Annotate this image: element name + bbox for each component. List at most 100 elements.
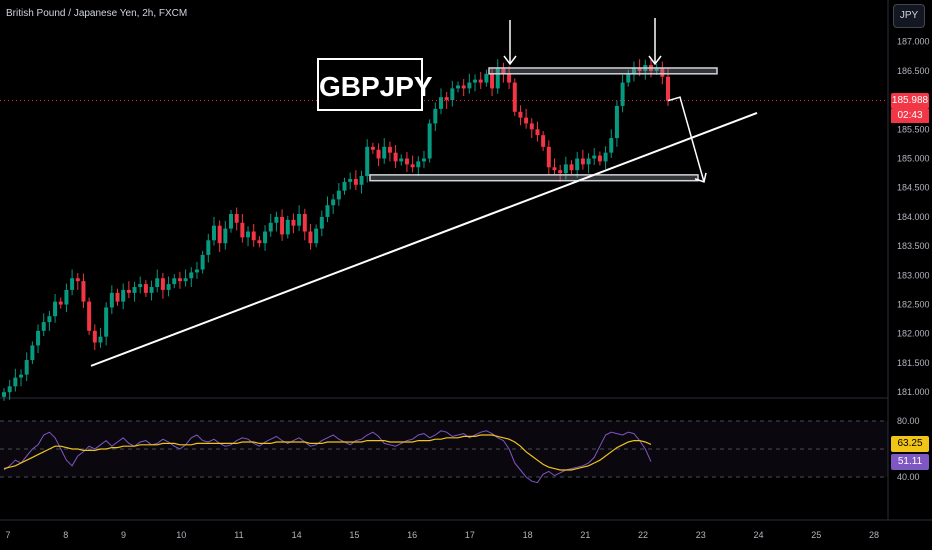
symbol-label-box: GBPJPY	[317, 58, 433, 111]
candle-body	[7, 386, 12, 393]
candle-body	[331, 199, 336, 206]
candle-body	[41, 322, 46, 331]
candle-body	[359, 176, 364, 185]
down-arrow-head	[503, 55, 517, 66]
candle-body	[416, 161, 421, 168]
current-price-tag: 185.988	[891, 92, 929, 109]
candlestick-series	[2, 57, 670, 401]
candle-body	[365, 146, 370, 177]
candle-body	[382, 146, 387, 159]
candle-body	[666, 76, 670, 101]
rsi-ma-line	[3, 434, 652, 471]
currency-button[interactable]: JPY	[893, 4, 925, 28]
candle-body	[211, 225, 216, 241]
candle-body	[246, 231, 251, 238]
candle-body	[263, 231, 268, 244]
candle-body	[143, 284, 148, 293]
candle-body	[251, 231, 256, 241]
candle-body	[217, 225, 222, 244]
candle-body	[518, 111, 523, 118]
candle-body	[53, 301, 58, 317]
candle-body	[433, 108, 438, 124]
time-tick-label: 10	[176, 530, 186, 540]
candle-body	[166, 284, 171, 290]
price-tick-label: 184.000	[897, 212, 930, 222]
candle-body	[155, 278, 160, 288]
candle-body	[614, 105, 619, 139]
candle-body	[92, 330, 97, 343]
rsi-tick-label: 40.00	[897, 472, 920, 482]
candle-body	[387, 146, 392, 153]
chart-title: British Pound / Japanese Yen, 2h, FXCM	[6, 8, 188, 19]
candle-body	[620, 82, 625, 106]
price-tick-label: 182.500	[897, 300, 930, 310]
candle-body	[274, 216, 279, 223]
time-tick-label: 17	[465, 530, 475, 540]
candle-body	[19, 374, 24, 378]
candle-body	[597, 155, 602, 162]
candle-body	[132, 287, 137, 293]
candle-body	[603, 152, 608, 162]
candle-body	[75, 278, 80, 282]
candle-body	[121, 289, 126, 302]
candle-body	[438, 97, 443, 109]
candle-body	[552, 167, 557, 171]
price-tick-label: 185.000	[897, 154, 930, 164]
candle-body	[234, 214, 239, 223]
candle-body	[353, 178, 358, 185]
candle-body	[115, 292, 120, 302]
candle-body	[2, 392, 6, 397]
candle-body	[291, 219, 296, 226]
candle-body	[138, 284, 143, 288]
candle-body	[183, 278, 188, 282]
candle-body	[393, 152, 398, 162]
candle-body	[104, 307, 109, 337]
candle-body	[308, 231, 313, 244]
chart-annotations	[0, 18, 888, 367]
candle-body	[631, 67, 636, 74]
candle-body	[609, 138, 614, 153]
candle-body	[524, 117, 529, 124]
resistance-zone	[488, 67, 718, 75]
candle-body	[24, 360, 29, 375]
candle-body	[200, 254, 205, 270]
trendline	[90, 112, 758, 367]
candle-body	[558, 170, 563, 174]
candle-body	[637, 67, 642, 71]
time-tick-label: 18	[523, 530, 533, 540]
time-tick-label: 16	[407, 530, 417, 540]
rsi-value-tag: 51.11	[891, 453, 929, 470]
candle-body	[529, 123, 534, 130]
candle-body	[206, 240, 211, 255]
candle-body	[626, 73, 631, 83]
candle-body	[410, 164, 415, 168]
candle-body	[268, 222, 273, 232]
candle-body	[87, 301, 92, 331]
time-tick-label: 22	[638, 530, 648, 540]
candle-body	[13, 377, 18, 387]
price-tick-label: 183.000	[897, 270, 930, 280]
candle-body	[461, 85, 466, 89]
candle-body	[495, 67, 500, 89]
candle-body	[64, 289, 69, 305]
candle-body	[70, 278, 75, 290]
candle-body	[580, 158, 585, 165]
candle-body	[160, 278, 165, 290]
candle-body	[342, 181, 347, 191]
candle-body	[314, 228, 319, 244]
candle-body	[404, 158, 409, 165]
candle-body	[370, 146, 375, 150]
candle-body	[507, 73, 512, 83]
candle-body	[81, 281, 86, 302]
candle-body	[535, 129, 540, 136]
chart-grid	[0, 0, 932, 521]
candle-body	[563, 164, 568, 174]
candle-body	[229, 214, 234, 229]
candle-body	[240, 222, 245, 238]
candle-body	[285, 219, 290, 235]
candle-body	[325, 205, 330, 217]
candle-body	[336, 190, 341, 200]
candle-body	[177, 278, 182, 282]
candle-body	[569, 164, 574, 171]
